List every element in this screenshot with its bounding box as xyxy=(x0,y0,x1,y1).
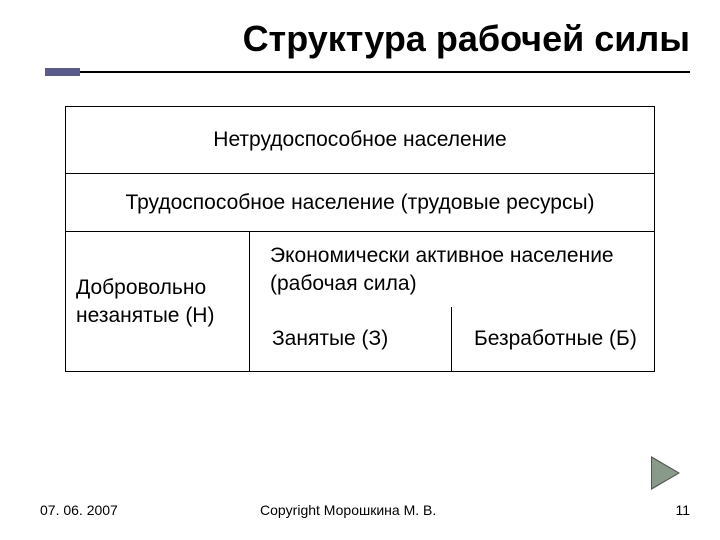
disabled-population-label: Нетрудоспособное население xyxy=(213,128,506,152)
footer-copyright: Copyright Морошкина М. В. xyxy=(220,502,650,518)
able-population-label: Трудоспособное население (трудовые ресур… xyxy=(125,191,594,215)
unemployed-label: Безработные (Б) xyxy=(474,327,637,351)
footer: 07. 06. 2007 Copyright Морошкина М. В. 1… xyxy=(0,502,720,518)
accent-block xyxy=(45,68,80,76)
active-population-split: Занятые (З) Безработные (Б) xyxy=(250,307,655,372)
next-arrow-icon[interactable] xyxy=(652,458,678,488)
labor-structure-diagram: Нетрудоспособное население Трудоспособно… xyxy=(65,106,655,372)
disabled-population-box: Нетрудоспособное население xyxy=(65,106,655,174)
slide-title: Структура рабочей силы xyxy=(0,0,720,68)
underline xyxy=(80,71,690,73)
employed-box: Занятые (З) xyxy=(250,307,452,371)
footer-page-number: 11 xyxy=(650,502,690,518)
workforce-breakdown-row: Добровольно незанятые (Н) Экономически а… xyxy=(65,232,655,372)
unemployed-box: Безработные (Б) xyxy=(452,307,654,371)
voluntarily-unemployed-label: Добровольно незанятые (Н) xyxy=(76,274,239,329)
active-population-header: Экономически активное население (рабочая… xyxy=(250,232,655,307)
active-population-label: Экономически активное население (рабочая… xyxy=(270,242,654,297)
title-underline xyxy=(0,68,720,76)
able-population-box: Трудоспособное население (трудовые ресур… xyxy=(65,174,655,232)
footer-date: 07. 06. 2007 xyxy=(40,502,220,518)
voluntarily-unemployed-box: Добровольно незанятые (Н) xyxy=(65,232,250,372)
active-population-box: Экономически активное население (рабочая… xyxy=(250,232,655,372)
employed-label: Занятые (З) xyxy=(272,327,388,351)
